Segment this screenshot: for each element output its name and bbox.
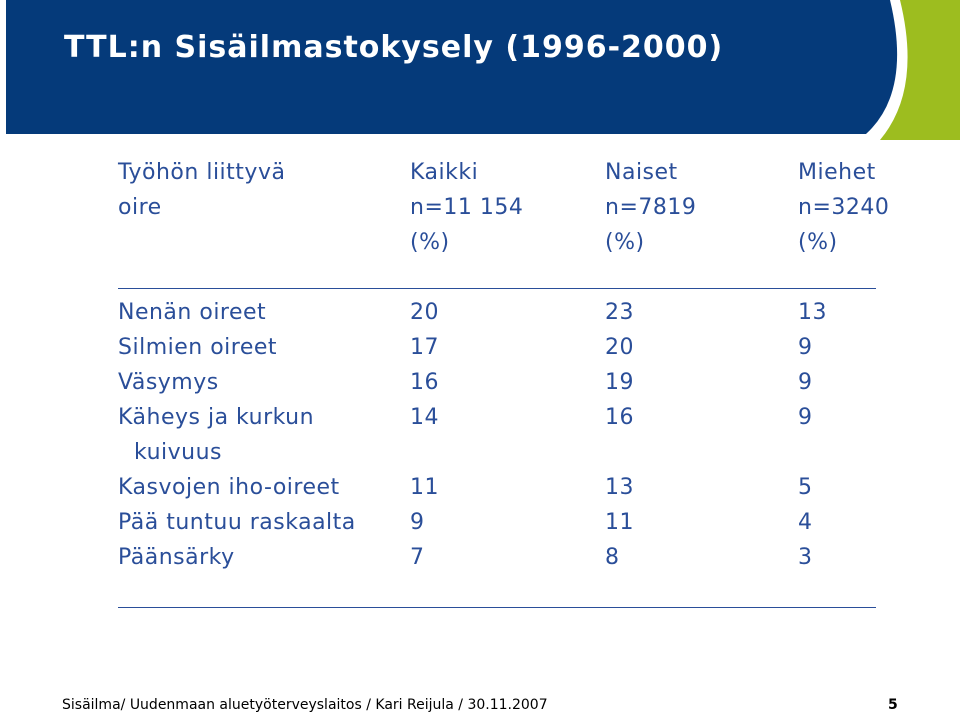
row-label: Väsymys	[118, 370, 219, 395]
header-banner	[6, 0, 960, 140]
footer-text: Sisäilma/ Uudenmaan aluetyöterveyslaitos…	[62, 697, 548, 713]
row-label: Kasvojen iho-oireet	[118, 475, 340, 500]
row-miehet: 3	[798, 545, 813, 570]
header-miehet-unit: (%)	[798, 230, 838, 255]
header-col0-line1: Työhön liittyvä	[118, 160, 286, 185]
header-miehet-label: Miehet	[798, 160, 876, 185]
row-naiset: 13	[605, 475, 634, 500]
row-naiset: 16	[605, 405, 634, 430]
header-blue-band	[6, 0, 898, 134]
row-miehet: 9	[798, 370, 813, 395]
row-naiset: 11	[605, 510, 634, 535]
row-label: Käheys ja kurkun	[118, 405, 315, 430]
row-kaikki: 20	[410, 300, 439, 325]
top-rule	[118, 288, 876, 289]
row-label: Päänsärky	[118, 545, 235, 570]
row-miehet: 4	[798, 510, 813, 535]
row-kaikki: 14	[410, 405, 439, 430]
header-green-accent	[880, 0, 960, 140]
header-naiset-unit: (%)	[605, 230, 645, 255]
header-col0-line2: oire	[118, 195, 162, 220]
row-label: Nenän oireet	[118, 300, 267, 325]
row-naiset: 19	[605, 370, 634, 395]
header-kaikki-n: n=11 154	[410, 195, 524, 220]
row-miehet: 9	[798, 335, 813, 360]
page-title: TTL:n Sisäilmastokysely (1996-2000)	[64, 30, 724, 65]
header-naiset-n: n=7819	[605, 195, 697, 220]
header-kaikki-label: Kaikki	[410, 160, 479, 185]
row-kaikki: 7	[410, 545, 425, 570]
row-kaikki: 17	[410, 335, 439, 360]
header-naiset-label: Naiset	[605, 160, 678, 185]
row-kaikki: 16	[410, 370, 439, 395]
header-miehet-n: n=3240	[798, 195, 890, 220]
row-miehet: 13	[798, 300, 827, 325]
header-kaikki-unit: (%)	[410, 230, 450, 255]
page-number: 5	[888, 697, 898, 713]
row-label: Silmien oireet	[118, 335, 278, 360]
row-naiset: 20	[605, 335, 634, 360]
bottom-rule	[118, 607, 876, 608]
row-label: Pää tuntuu raskaalta	[118, 510, 356, 535]
row-naiset: 23	[605, 300, 634, 325]
row-kaikki: 9	[410, 510, 425, 535]
row-miehet: 5	[798, 475, 813, 500]
row-naiset: 8	[605, 545, 620, 570]
row-label-continuation: kuivuus	[134, 440, 222, 465]
row-miehet: 9	[798, 405, 813, 430]
row-kaikki: 11	[410, 475, 439, 500]
